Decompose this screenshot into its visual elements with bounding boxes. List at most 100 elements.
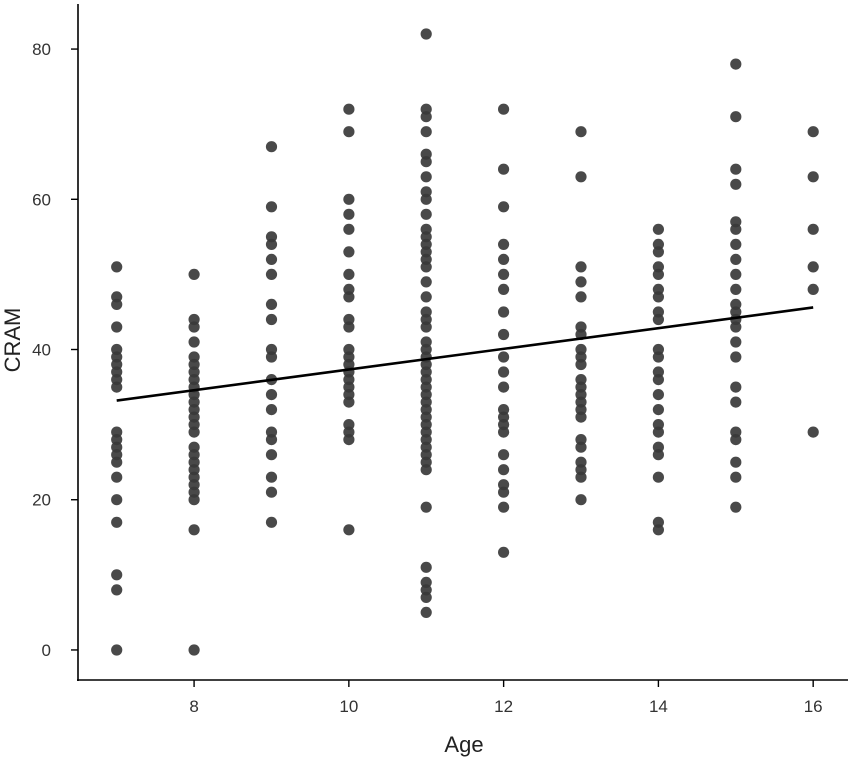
data-point bbox=[343, 103, 355, 115]
data-point bbox=[420, 291, 432, 303]
y-axis-title: CRAM bbox=[0, 308, 25, 373]
data-point bbox=[111, 644, 123, 656]
data-point bbox=[498, 201, 510, 213]
data-point bbox=[343, 291, 355, 303]
x-tick-label: 8 bbox=[189, 697, 198, 716]
data-point bbox=[265, 253, 278, 265]
data-point bbox=[652, 351, 665, 363]
data-point bbox=[111, 584, 123, 596]
axes: 0 20 40 60 80 8 10 12 14 16 bbox=[32, 4, 848, 716]
data-point bbox=[343, 193, 355, 205]
data-point bbox=[730, 434, 742, 446]
data-point bbox=[498, 103, 510, 115]
data-point bbox=[111, 381, 123, 393]
data-point bbox=[575, 411, 587, 423]
data-point bbox=[575, 441, 587, 453]
data-points bbox=[111, 28, 819, 656]
data-point bbox=[730, 178, 742, 190]
y-tick-label: 60 bbox=[32, 190, 51, 209]
data-point bbox=[111, 321, 123, 333]
data-point bbox=[265, 449, 278, 461]
data-point bbox=[652, 449, 665, 461]
data-point bbox=[730, 471, 742, 483]
data-point bbox=[730, 381, 742, 393]
data-point bbox=[265, 471, 278, 483]
data-point bbox=[420, 591, 432, 604]
data-point bbox=[652, 313, 665, 326]
data-point bbox=[420, 156, 432, 168]
data-point bbox=[420, 464, 432, 476]
data-point bbox=[498, 486, 510, 498]
data-point bbox=[498, 306, 510, 318]
data-point bbox=[730, 268, 742, 280]
data-point bbox=[730, 396, 742, 408]
data-point bbox=[265, 389, 278, 401]
data-point bbox=[420, 561, 432, 573]
data-point bbox=[265, 486, 278, 498]
data-point bbox=[265, 298, 278, 310]
data-point bbox=[498, 328, 510, 341]
data-point bbox=[575, 171, 587, 183]
data-point bbox=[265, 434, 278, 446]
data-point bbox=[652, 246, 665, 258]
data-point bbox=[575, 291, 587, 303]
data-point bbox=[111, 456, 123, 468]
data-point bbox=[730, 253, 742, 265]
data-point bbox=[343, 524, 355, 536]
y-tick-label: 20 bbox=[32, 491, 51, 510]
data-point bbox=[575, 126, 587, 138]
data-point bbox=[188, 336, 200, 348]
data-point bbox=[111, 471, 123, 483]
data-point bbox=[498, 268, 510, 280]
x-tick-label: 10 bbox=[339, 697, 358, 716]
data-point bbox=[730, 163, 742, 175]
data-point bbox=[188, 268, 200, 280]
data-point bbox=[343, 246, 355, 258]
data-point bbox=[343, 321, 355, 333]
data-point bbox=[343, 126, 355, 138]
data-point bbox=[420, 208, 432, 220]
data-point bbox=[343, 434, 355, 446]
data-point bbox=[498, 501, 510, 513]
data-point bbox=[111, 298, 123, 310]
data-point bbox=[188, 644, 200, 656]
data-point bbox=[265, 238, 278, 250]
data-point bbox=[730, 223, 742, 235]
data-point bbox=[652, 404, 665, 416]
data-point bbox=[652, 426, 665, 438]
x-tick-label: 14 bbox=[649, 697, 668, 716]
data-point bbox=[498, 163, 510, 175]
data-point bbox=[730, 238, 742, 250]
data-point bbox=[420, 193, 432, 205]
data-point bbox=[188, 494, 200, 506]
data-point bbox=[420, 28, 432, 40]
data-point bbox=[498, 366, 510, 378]
data-point bbox=[730, 456, 742, 468]
data-point bbox=[652, 374, 665, 386]
data-point bbox=[420, 261, 432, 273]
x-tick-label: 12 bbox=[494, 697, 513, 716]
data-point bbox=[730, 321, 742, 333]
data-point bbox=[498, 381, 510, 393]
y-tick-label: 80 bbox=[32, 40, 51, 59]
data-point bbox=[730, 351, 742, 363]
data-point bbox=[498, 546, 510, 558]
data-point bbox=[730, 336, 742, 348]
data-point bbox=[575, 261, 587, 273]
data-point bbox=[498, 426, 510, 438]
data-point bbox=[652, 268, 665, 280]
data-point bbox=[498, 283, 510, 295]
data-point bbox=[343, 268, 355, 280]
data-point bbox=[730, 283, 742, 295]
data-point bbox=[420, 606, 432, 619]
x-axis-title: Age bbox=[444, 732, 483, 757]
data-point bbox=[188, 426, 200, 438]
data-point bbox=[652, 291, 665, 303]
data-point bbox=[575, 276, 587, 288]
data-point bbox=[575, 471, 587, 483]
data-point bbox=[265, 268, 278, 280]
data-point bbox=[265, 351, 278, 363]
x-tick-label: 16 bbox=[804, 697, 823, 716]
data-point bbox=[188, 321, 200, 333]
